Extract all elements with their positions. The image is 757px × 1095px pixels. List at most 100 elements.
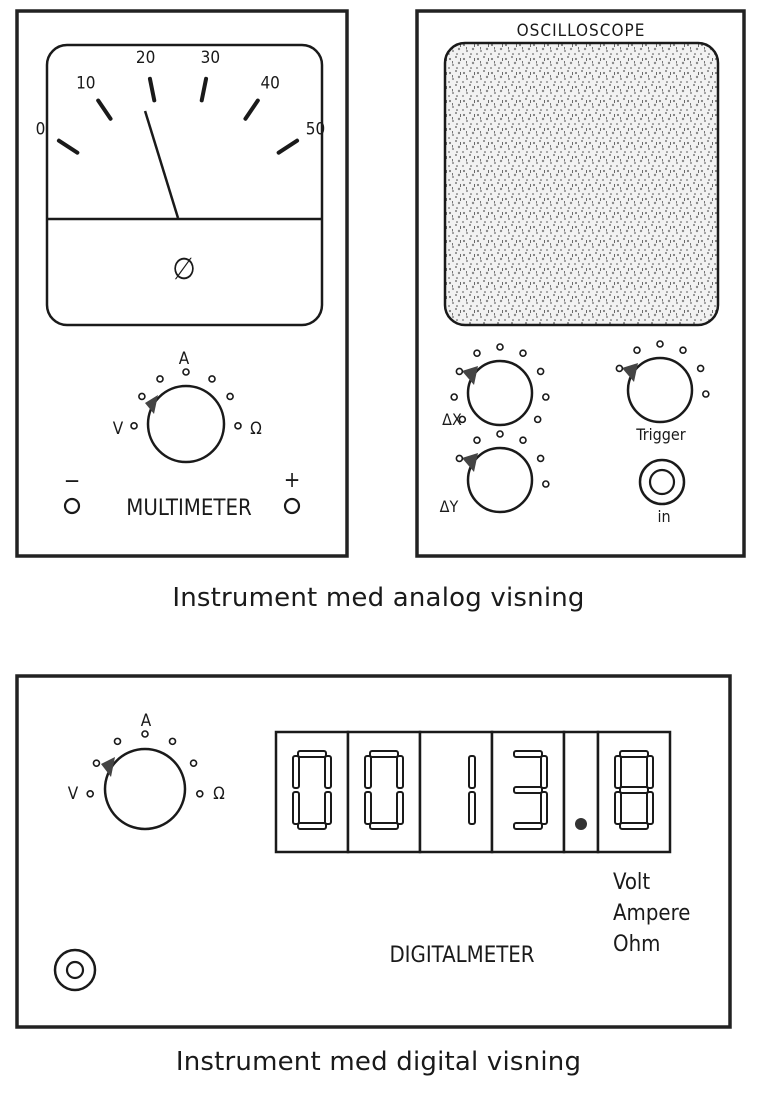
dial-position-dot — [473, 436, 481, 444]
scale-tick — [243, 98, 260, 121]
scale-tick-label: 20 — [136, 48, 155, 68]
dial-position-dot — [189, 759, 198, 767]
dial-position-dot — [542, 480, 550, 488]
digit-cell — [562, 730, 600, 854]
dial-position-dot — [656, 340, 664, 348]
scale-tick — [147, 76, 157, 103]
display-digit — [562, 730, 600, 854]
dial-position-dot — [86, 789, 95, 798]
unit-volt: Volt — [613, 870, 650, 895]
knob-pointer-icon — [462, 366, 478, 385]
display-digit — [346, 730, 422, 854]
input-jack[interactable] — [53, 948, 97, 992]
oscilloscope-title: OSCILLOSCOPE — [517, 21, 646, 41]
knob-dy-body[interactable] — [466, 446, 534, 514]
multimeter-name: MULTIMETER — [126, 496, 252, 521]
input-label: in — [657, 507, 670, 526]
dial-position-dot — [473, 349, 481, 357]
knob-pointer-icon — [101, 757, 115, 777]
scale-tick-label: 50 — [306, 120, 325, 140]
dial-label-volt: V — [68, 784, 79, 804]
digital-range-dial[interactable]: A V Ω — [68, 711, 225, 831]
dial-position-dot — [696, 364, 705, 373]
terminal-plus-label: + — [284, 468, 301, 493]
dial-position-dot — [130, 422, 138, 430]
knob-dx-body[interactable] — [466, 359, 534, 427]
multimeter-range-dial[interactable]: A V Ω — [113, 349, 262, 464]
display-digit — [274, 730, 350, 854]
scale-tick — [56, 138, 80, 155]
display-digit — [596, 730, 672, 854]
scale-tick-label: 10 — [76, 73, 95, 93]
dial-position-dot — [226, 392, 234, 401]
dial-label-volt: V — [113, 419, 124, 439]
display-digit — [418, 730, 494, 854]
oscilloscope-panel: OSCILLOSCOPE ΔX ΔY Trigger in — [415, 9, 746, 558]
knob-pointer-icon — [622, 363, 638, 382]
dial-label-ohm: Ω — [250, 419, 262, 439]
multimeter-panel: 0 10 20 30 40 50 ∅ A V Ω − MULTIMETER + — [15, 9, 349, 558]
dial-position-dot — [496, 430, 504, 438]
dial-position-dot — [455, 454, 464, 463]
dial-label-ampere: A — [179, 349, 190, 369]
dial-position-dot — [679, 346, 687, 354]
dial-position-dot — [113, 737, 122, 746]
input-jack-inner — [65, 960, 85, 980]
dial-position-dot — [450, 393, 458, 401]
dial-position-dot — [542, 393, 550, 401]
dial-position-dot — [536, 367, 545, 376]
terminal-plus[interactable] — [283, 497, 301, 515]
scale-tick — [276, 138, 300, 155]
digital-caption: Instrument med digital visning — [175, 1047, 582, 1077]
dial-position-dot — [536, 454, 545, 463]
meter-scale: 0 10 20 30 40 50 — [36, 48, 325, 155]
dial-position-dot — [182, 368, 190, 376]
dial-position-dot — [208, 375, 216, 383]
dial-position-dot — [519, 349, 527, 357]
dial-position-dot — [141, 730, 149, 738]
dial-position-dot — [156, 375, 164, 383]
knob-dy[interactable] — [455, 430, 550, 514]
zero-adjust-screw[interactable]: ∅ — [172, 252, 196, 287]
dial-position-dot — [138, 392, 146, 401]
display-digit — [490, 730, 566, 854]
input-jack[interactable] — [638, 458, 686, 506]
dial-position-dot — [633, 346, 641, 354]
dial-position-dot — [533, 415, 542, 424]
unit-ohm: Ohm — [613, 932, 660, 957]
trigger-label: Trigger — [635, 425, 685, 444]
dial-position-dot — [702, 390, 710, 398]
knob-dx[interactable] — [450, 343, 550, 427]
dial-position-dot — [168, 737, 177, 746]
dial-position-dot — [195, 789, 204, 798]
digitalmeter-name: DIGITALMETER — [389, 943, 534, 968]
scale-tick-label: 0 — [36, 120, 46, 140]
range-knob[interactable] — [146, 384, 226, 464]
knob-dy-label: ΔY — [440, 497, 459, 516]
scale-tick-label: 40 — [260, 73, 279, 93]
input-jack-inner — [648, 468, 676, 496]
analog-caption: Instrument med analog visning — [172, 583, 585, 613]
scale-tick-label: 30 — [201, 48, 220, 68]
knob-pointer-icon — [462, 453, 478, 472]
digit-cell — [418, 730, 494, 854]
knob-trigger-body[interactable] — [626, 356, 694, 424]
decimal-point — [575, 818, 587, 830]
terminal-minus-label: − — [64, 469, 81, 494]
terminal-minus[interactable] — [63, 497, 81, 515]
dial-position-dot — [458, 415, 467, 424]
digit-display — [274, 730, 672, 854]
dial-position-dot — [455, 367, 464, 376]
digitalmeter-panel: A V Ω Volt Ampere Ohm DIGITALMETER — [15, 674, 732, 1029]
dial-label-ohm: Ω — [213, 784, 225, 804]
range-knob[interactable] — [103, 747, 187, 831]
dial-position-dot — [519, 436, 527, 444]
dial-position-dot — [92, 759, 101, 767]
dial-position-dot — [615, 364, 624, 373]
knob-trigger[interactable] — [615, 340, 710, 424]
scale-tick — [199, 76, 209, 103]
knob-dx-label: ΔX — [442, 410, 462, 429]
dial-position-dot — [496, 343, 504, 351]
